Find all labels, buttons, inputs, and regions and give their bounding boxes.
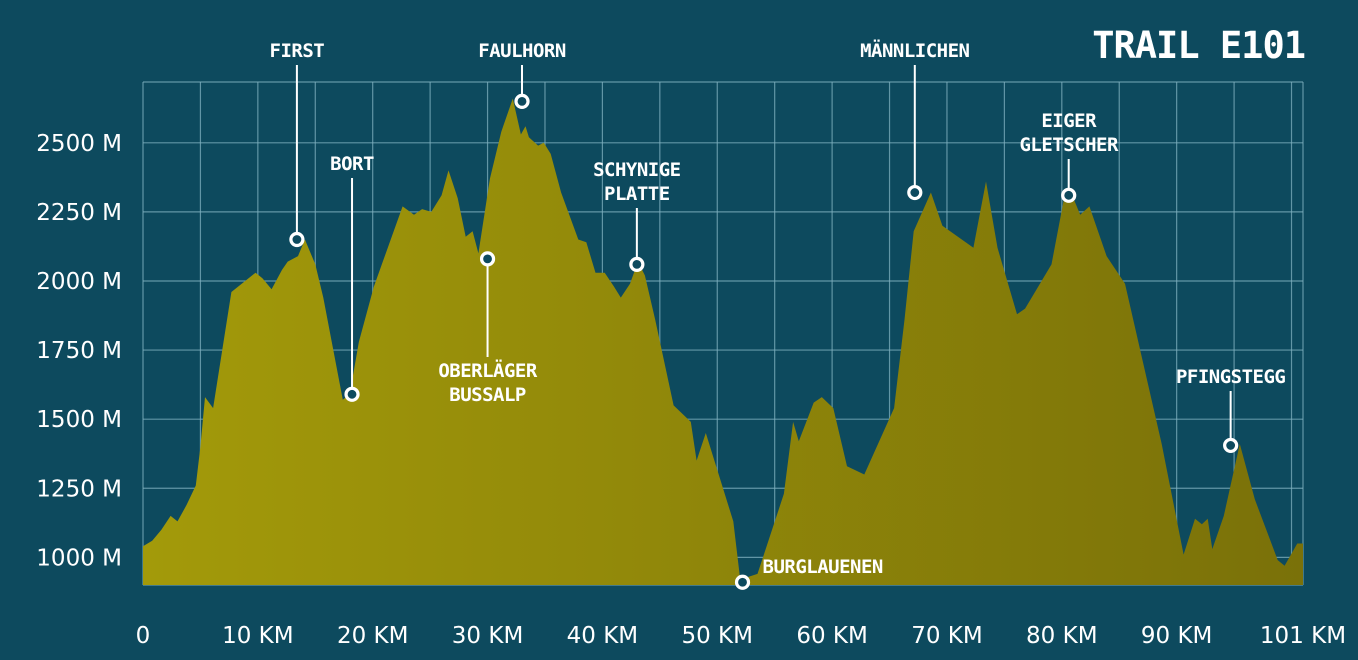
x-tick-label: 70 KM [911, 623, 983, 649]
waypoint: MÄNNLICHEN [860, 38, 970, 201]
x-tick-label: 40 KM [567, 623, 639, 649]
waypoint-marker [344, 386, 360, 402]
elevation-area [143, 98, 1303, 585]
waypoint: FAULHORN [478, 40, 566, 109]
waypoint-marker [734, 574, 751, 590]
axis-ticks: 0 10 KM 20 KM 30 KM 40 KM 50 KM 60 KM 70 KM 80 K… [36, 131, 1346, 649]
y-tick-label: 2000 M [36, 269, 122, 295]
y-tick-label: 1750 M [36, 338, 122, 364]
waypoint-label: SCHYNIGE [593, 159, 681, 181]
chart-title: TRAIL E101 [1092, 24, 1305, 67]
x-tick-label: 20 KM [337, 623, 409, 649]
waypoint: FIRST [270, 40, 325, 248]
waypoint-marker [1223, 437, 1239, 454]
waypoint-label: PLATTE [604, 183, 670, 205]
y-tick-label: 2250 M [36, 200, 122, 226]
waypoint-label: MÄNNLICHEN [860, 38, 969, 62]
waypoint-label: PFINGSTEGG [1176, 366, 1285, 388]
waypoint-marker [907, 184, 923, 201]
waypoint: PFINGSTEGG [1176, 366, 1286, 454]
waypoint-label: EIGER [1041, 110, 1097, 132]
y-tick-label: 1000 M [36, 545, 122, 571]
waypoint-label: BUSSALP [449, 384, 526, 406]
y-tick-label: 1500 M [36, 407, 122, 433]
waypoint-label: FAULHORN [478, 40, 566, 62]
waypoint-label: GLETSCHER [1019, 134, 1119, 156]
x-tick-label: 90 KM [1141, 623, 1213, 649]
waypoint-marker [289, 231, 305, 248]
waypoint-marker [514, 93, 530, 109]
waypoint-label: OBERLÄGER [438, 358, 538, 382]
x-tick-label: 80 KM [1026, 623, 1098, 649]
x-tick-label: 30 KM [452, 623, 524, 649]
x-tick-label: 101 KM [1260, 623, 1346, 649]
waypoint: BURGLAUENEN [734, 556, 883, 590]
waypoint-label: BORT [330, 153, 374, 175]
x-tick-label: 50 KM [681, 623, 753, 649]
y-tick-label: 2500 M [36, 131, 122, 157]
x-tick-label: 60 KM [796, 623, 868, 649]
waypoint-marker [479, 251, 496, 267]
waypoint-label: FIRST [270, 40, 325, 62]
x-tick-label: 0 [136, 623, 151, 649]
waypoint-label: BURGLAUENEN [763, 556, 883, 578]
waypoint-marker [629, 256, 645, 273]
x-tick-label: 10 KM [222, 623, 294, 649]
waypoint: BORT [330, 153, 374, 402]
y-tick-label: 1250 M [36, 476, 122, 502]
waypoint-marker [1061, 187, 1077, 203]
